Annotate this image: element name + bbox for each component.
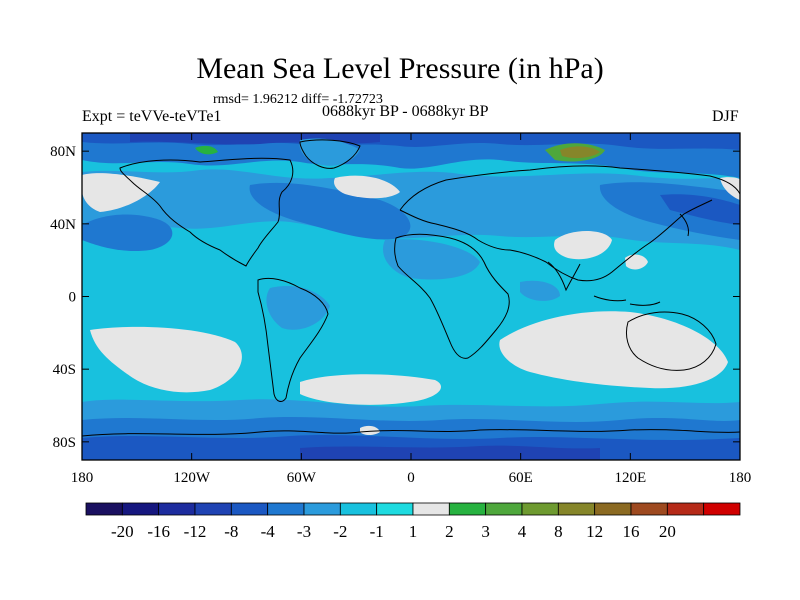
period-label: 0688kyr BP - 0688kyr BP (322, 103, 489, 120)
colorbar-label: 20 (659, 522, 676, 541)
na-west-pale (82, 173, 160, 212)
coast-europe-asia (399, 165, 740, 282)
colorbar-swatch (521, 502, 559, 516)
colorbar-swatch (121, 502, 160, 516)
east-pale (720, 177, 740, 200)
coast-north-america (119, 157, 294, 267)
colorbar-swatch (412, 502, 450, 516)
colorbar: -20 -16 -12 -8 -4 -3 -2 -1 1 2 3 4 8 12 16 20 (85, 502, 741, 541)
pacific-low (82, 214, 173, 251)
siberia-high-core (560, 146, 600, 159)
x-tick-label: 120W (173, 470, 211, 486)
map-axes: 180 120W 60W 0 60E 120E 180 80N 40N 0 40S 80S (50, 133, 751, 486)
stats-line: rmsd= 1.96212 diff= -1.72723 (213, 92, 383, 107)
x-tick-label: 120E (614, 470, 646, 486)
philippine-pale (625, 254, 648, 270)
x-tick-label: 180 (71, 470, 94, 486)
coast-india (547, 261, 581, 292)
colorbar-swatch (267, 502, 305, 516)
colorbar-label: -8 (224, 522, 238, 541)
colorbar-label: 3 (481, 522, 490, 541)
x-tick-label: 60E (509, 470, 533, 486)
colorbar-swatch (158, 502, 196, 516)
atlantic-low (249, 182, 411, 240)
colorbar-label: 1 (409, 522, 418, 541)
colorbar-swatch (485, 502, 523, 516)
colorbar-label: -20 (111, 522, 134, 541)
y-tick-label: 40S (53, 362, 76, 378)
colorbar-label: -2 (333, 522, 347, 541)
atlantic-pale (334, 175, 400, 199)
colorbar-label: 12 (586, 522, 603, 541)
north-pacific-band (82, 169, 740, 250)
season-label: DJF (712, 108, 739, 125)
south-pacific-pale (90, 326, 242, 393)
africa-low (382, 239, 480, 280)
colorbar-swatch (339, 502, 378, 516)
east-asia-deep (660, 194, 740, 225)
y-tick-label: 80N (50, 144, 76, 160)
colorbar-label: -1 (370, 522, 384, 541)
tibet-pale (554, 231, 612, 260)
colorbar-label: -16 (147, 522, 170, 541)
coastlines (82, 139, 740, 437)
y-tick-label: 80S (53, 435, 76, 451)
x-tick-label: 60W (287, 470, 317, 486)
colorbar-swatch (630, 502, 668, 516)
sa-low (266, 286, 330, 330)
colorbar-swatch (85, 502, 123, 516)
colorbar-label: -4 (261, 522, 276, 541)
indian-ocean-pale (499, 311, 728, 389)
x-tick-label: 180 (729, 470, 752, 486)
coast-africa (394, 233, 510, 359)
colorbar-swatch (703, 502, 741, 516)
colorbar-swatch (448, 502, 487, 516)
colorbar-swatch (230, 502, 269, 516)
colorbar-label: -12 (184, 522, 207, 541)
chart-title: Mean Sea Level Pressure (in hPa) (196, 52, 604, 85)
y-tick-label: 0 (69, 290, 77, 306)
coast-south-america (257, 277, 329, 402)
y-tick-label: 40N (50, 217, 76, 233)
coast-australia (625, 311, 717, 371)
colorbar-label: 16 (623, 522, 640, 541)
south-atlantic-pale (300, 374, 442, 405)
colorbar-swatch (666, 502, 705, 516)
colorbar-label: -3 (297, 522, 311, 541)
coast-japan (679, 213, 689, 237)
green-patch (195, 145, 218, 155)
coast-antarctica (82, 429, 740, 437)
colorbar-swatch (376, 502, 414, 516)
colorbar-label: 4 (518, 522, 527, 541)
colorbar-label: 2 (445, 522, 454, 541)
experiment-label: Expt = teVVe-teVTe1 (82, 108, 222, 125)
pressure-field (82, 133, 740, 460)
colorbar-label: 8 (554, 522, 563, 541)
colorbar-swatch (194, 502, 232, 516)
coast-indonesia (593, 295, 661, 306)
antarctic-pale-patch (360, 425, 380, 435)
greenland-high (299, 138, 360, 166)
x-tick-label: 0 (407, 470, 415, 486)
coast-greenland (299, 139, 361, 169)
antarctic-darkest (300, 445, 600, 460)
colorbar-swatch (594, 502, 632, 516)
colorbar-swatch (557, 502, 596, 516)
indian-low (520, 280, 560, 301)
colorbar-swatch (303, 502, 341, 516)
